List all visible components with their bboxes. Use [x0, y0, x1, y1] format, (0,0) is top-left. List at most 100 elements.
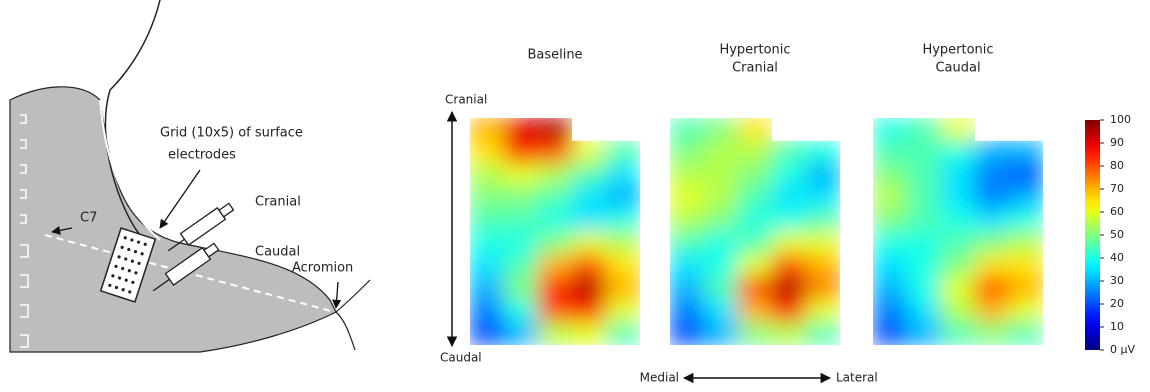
heatmap-cell — [907, 231, 942, 255]
heatmap — [470, 118, 641, 346]
heatmap-cell — [504, 231, 539, 255]
heatmap-cell — [1009, 163, 1044, 187]
heatmap-cell — [738, 163, 773, 187]
heatmap-cell — [572, 186, 607, 210]
heatmap-cell — [806, 140, 841, 164]
heatmap-cell — [572, 140, 607, 164]
heatmap-cell — [606, 231, 641, 255]
axis-label: Caudal — [440, 351, 482, 365]
heatmap-cell — [572, 322, 607, 346]
map-title: Hypertonic — [719, 43, 790, 58]
heatmap-cell — [772, 299, 807, 323]
colorbar-tick-label: 70 — [1110, 182, 1124, 195]
heatmap-cell — [941, 254, 976, 278]
colorbar-tick-label: 30 — [1110, 274, 1124, 287]
heatmap-cell — [907, 276, 942, 300]
grid-note: Grid (10x5) of surface — [160, 126, 303, 141]
heatmap-cell — [772, 208, 807, 232]
heatmap-cell — [606, 186, 641, 210]
figure: Grid (10x5) of surface electrodes Crania… — [0, 0, 1150, 392]
heatmap-cell — [704, 231, 739, 255]
heatmap-cell — [772, 186, 807, 210]
heatmap-cell — [873, 322, 908, 346]
heatmap-cell — [907, 208, 942, 232]
map-title: Cranial — [732, 61, 778, 76]
heatmap-cell — [941, 299, 976, 323]
heatmap-cell — [907, 163, 942, 187]
heatmap-cell — [1009, 276, 1044, 300]
heatmap-cell — [975, 322, 1010, 346]
heatmap-cell — [738, 299, 773, 323]
heatmap-cell — [907, 299, 942, 323]
heatmap-cell — [670, 254, 705, 278]
colorbar-tick-label: 40 — [1110, 251, 1124, 264]
heatmap-cell — [772, 140, 807, 164]
heatmap-cell — [975, 276, 1010, 300]
colorbar-tick-label: 100 — [1110, 113, 1131, 126]
heatmap-cell — [738, 118, 773, 142]
heatmap-cell — [704, 276, 739, 300]
colorbar-tick-label: 60 — [1110, 205, 1124, 218]
heatmap-cell — [941, 163, 976, 187]
heatmap-cell — [873, 163, 908, 187]
colorbar-tick-label: 80 — [1110, 159, 1124, 172]
heatmap-cell — [873, 140, 908, 164]
heatmap-field — [470, 118, 641, 346]
heatmap-cell — [606, 163, 641, 187]
heatmap-cell — [806, 276, 841, 300]
heatmap-cell — [975, 254, 1010, 278]
heatmap-cell — [538, 254, 573, 278]
heatmap-cell — [738, 254, 773, 278]
heatmap-cell — [941, 118, 976, 142]
heatmap-cell — [572, 299, 607, 323]
colorbar-tick-label: 90 — [1110, 136, 1124, 149]
heatmap-cell — [738, 140, 773, 164]
heatmap-cell — [806, 163, 841, 187]
heatmap-cell — [538, 231, 573, 255]
heatmap-cell — [704, 186, 739, 210]
heatmap-cell — [504, 254, 539, 278]
axis-label: Medial — [640, 371, 679, 385]
heatmap-cell — [704, 118, 739, 142]
heatmap-cell — [670, 186, 705, 210]
heatmap-cell — [704, 140, 739, 164]
heatmap-cell — [806, 322, 841, 346]
heatmap-cell — [772, 276, 807, 300]
heatmap — [873, 118, 1044, 346]
heatmap-cell — [606, 254, 641, 278]
heatmap-cell — [572, 163, 607, 187]
heatmap-cell — [873, 208, 908, 232]
colorbar-tick-label: 10 — [1110, 320, 1124, 333]
heatmap-cell — [470, 208, 505, 232]
heatmap-cell — [772, 322, 807, 346]
heatmap-cell — [1009, 231, 1044, 255]
heatmap-cell — [907, 140, 942, 164]
heatmap-cell — [606, 276, 641, 300]
heatmap-cell — [470, 118, 505, 142]
map-title: Caudal — [935, 61, 980, 76]
heatmap-cell — [873, 186, 908, 210]
heatmap-cell — [606, 208, 641, 232]
heatmap-cell — [504, 208, 539, 232]
heatmap-cell — [738, 186, 773, 210]
heatmap-cell — [907, 254, 942, 278]
heatmap-cell — [572, 254, 607, 278]
heatmap-cell — [670, 118, 705, 142]
heatmap-cell — [670, 231, 705, 255]
heatmap-cell — [1009, 186, 1044, 210]
heatmap — [670, 118, 841, 346]
heatmap-cell — [538, 163, 573, 187]
heatmap-cell — [941, 186, 976, 210]
heatmap-cell — [704, 208, 739, 232]
heatmap-cell — [572, 231, 607, 255]
heatmap-cell — [907, 322, 942, 346]
heatmap-cell — [504, 322, 539, 346]
heatmap-cell — [538, 322, 573, 346]
heatmap-cell — [1009, 140, 1044, 164]
heatmap-cell — [504, 276, 539, 300]
heatmap-cell — [670, 299, 705, 323]
heatmap-cell — [873, 231, 908, 255]
heatmap-cell — [572, 276, 607, 300]
heatmap-cell — [907, 186, 942, 210]
anatomy-sketch — [10, 0, 370, 352]
